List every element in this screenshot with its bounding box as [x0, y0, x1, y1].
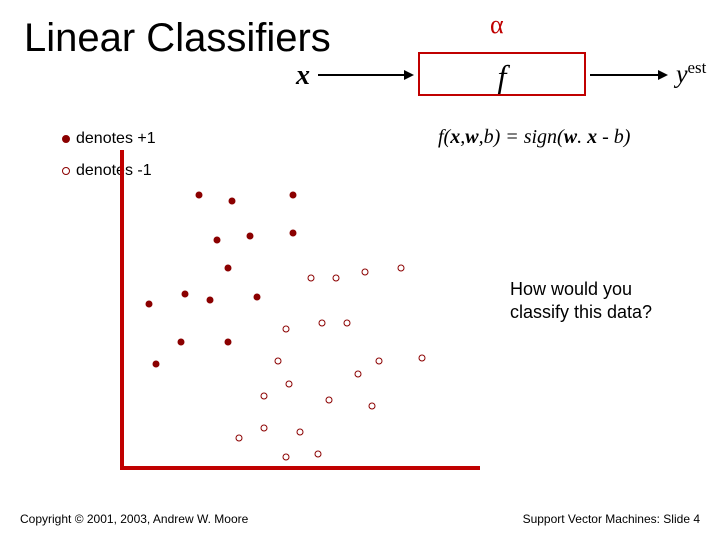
dot-filled-icon: [62, 135, 70, 143]
point-plus: [178, 339, 185, 346]
point-minus: [275, 358, 282, 365]
point-minus: [235, 435, 242, 442]
point-minus: [397, 265, 404, 272]
point-minus: [286, 380, 293, 387]
point-plus: [207, 297, 214, 304]
point-plus: [145, 300, 152, 307]
point-plus: [228, 198, 235, 205]
flow-arrow-in-head: [404, 70, 414, 80]
flow-x-label: x: [296, 60, 310, 92]
point-minus: [361, 268, 368, 275]
point-minus: [419, 355, 426, 362]
point-minus: [297, 428, 304, 435]
y-axis: [120, 150, 124, 470]
point-plus: [214, 236, 221, 243]
footer-copyright: Copyright © 2001, 2003, Andrew W. Moore: [20, 512, 248, 526]
point-plus: [181, 291, 188, 298]
point-minus: [354, 371, 361, 378]
footer-slide-number: Support Vector Machines: Slide 4: [523, 512, 700, 526]
point-plus: [153, 361, 160, 368]
flow-arrow-out-head: [658, 70, 668, 80]
point-minus: [282, 326, 289, 333]
flow-function-box: f: [418, 52, 586, 96]
point-minus: [376, 358, 383, 365]
point-plus: [196, 191, 203, 198]
point-minus: [307, 275, 314, 282]
formula: f(x,w,b) = sign(w. x - b): [438, 126, 630, 149]
page-title: Linear Classifiers: [24, 16, 331, 61]
point-plus: [225, 339, 232, 346]
question-text: How would youclassify this data?: [510, 278, 652, 323]
legend-plus: denotes +1: [62, 130, 156, 148]
point-minus: [261, 393, 268, 400]
point-minus: [282, 454, 289, 461]
flow-alpha-label: α: [490, 10, 504, 40]
point-plus: [253, 294, 260, 301]
point-minus: [261, 425, 268, 432]
point-minus: [318, 319, 325, 326]
point-minus: [325, 396, 332, 403]
point-plus: [246, 233, 253, 240]
scatter-chart: [120, 150, 480, 470]
point-plus: [225, 265, 232, 272]
point-plus: [289, 191, 296, 198]
flow-yest-label: yest: [676, 58, 706, 90]
point-minus: [343, 319, 350, 326]
point-minus: [315, 451, 322, 458]
flow-arrow-in: [318, 74, 404, 76]
flow-arrow-out: [590, 74, 658, 76]
point-plus: [289, 230, 296, 237]
x-axis: [120, 466, 480, 470]
point-minus: [333, 275, 340, 282]
dot-open-icon: [62, 167, 70, 175]
point-minus: [369, 403, 376, 410]
